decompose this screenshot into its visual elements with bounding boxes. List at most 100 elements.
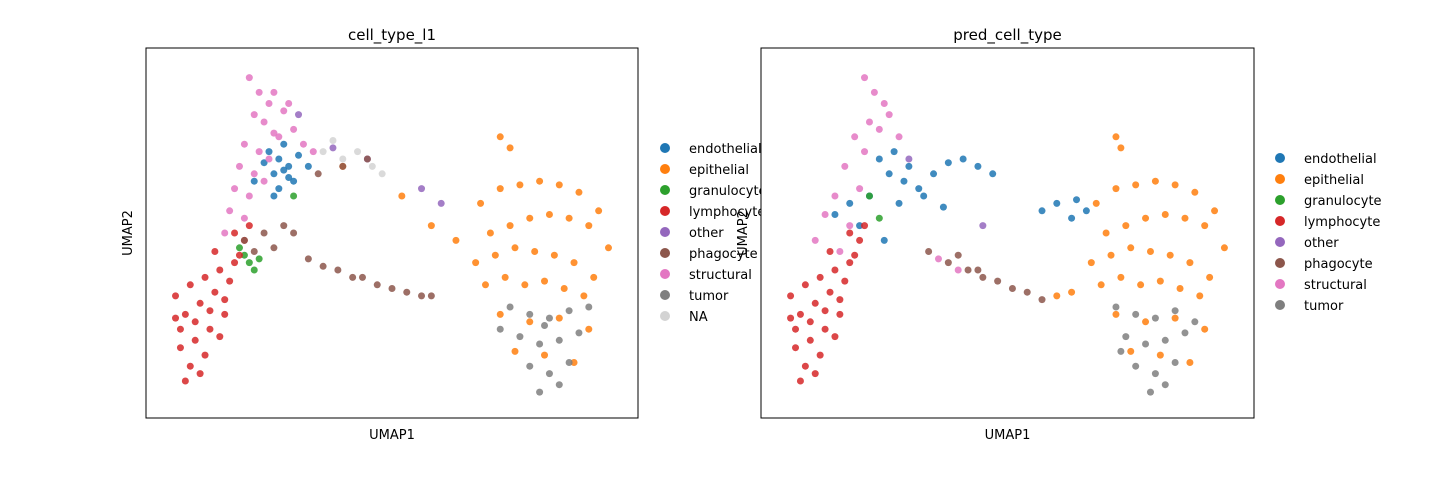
cell-point xyxy=(245,259,253,267)
cell-point xyxy=(526,310,534,318)
cell-point xyxy=(787,292,795,300)
cell-point xyxy=(920,192,928,200)
legend-marker xyxy=(660,290,670,300)
cell-point xyxy=(1073,196,1081,204)
cell-point xyxy=(1132,362,1140,370)
cell-point xyxy=(516,333,524,341)
cell-point xyxy=(260,118,268,126)
cell-point xyxy=(1146,248,1154,255)
cell-point xyxy=(270,129,278,137)
cell-point xyxy=(1008,285,1016,292)
cell-point xyxy=(811,370,819,378)
cell-point xyxy=(334,266,342,274)
cell-point xyxy=(521,281,529,289)
cell-point xyxy=(516,181,524,189)
cell-point xyxy=(270,170,278,178)
cell-point xyxy=(555,181,563,189)
cell-point xyxy=(290,177,298,185)
cell-point xyxy=(280,140,288,148)
legend-label: other xyxy=(1304,236,1339,251)
cell-point xyxy=(196,299,204,307)
cell-point xyxy=(875,214,883,222)
cell-point xyxy=(934,255,942,263)
cell-point xyxy=(1107,251,1115,259)
cell-point xyxy=(821,211,829,218)
cell-point xyxy=(226,207,234,215)
cell-point xyxy=(265,155,273,163)
cell-point xyxy=(1112,310,1120,318)
cell-point xyxy=(930,170,938,178)
cell-point xyxy=(221,229,229,237)
cell-point xyxy=(974,266,982,274)
cell-point xyxy=(481,281,489,289)
cell-point xyxy=(570,259,578,267)
cell-point xyxy=(1142,214,1150,222)
chart-title: cell_type_l1 xyxy=(348,26,436,45)
cell-point xyxy=(1117,144,1125,152)
cell-point xyxy=(1023,288,1031,296)
legend-label: phagocyte xyxy=(1304,257,1373,272)
cell-point xyxy=(201,273,209,281)
cell-point xyxy=(496,133,504,141)
cell-point xyxy=(885,111,893,119)
x-axis-label: UMAP1 xyxy=(985,428,1031,443)
cell-point xyxy=(1112,185,1120,193)
plot-area xyxy=(146,48,638,418)
cell-point xyxy=(250,170,258,178)
cell-point xyxy=(1137,281,1145,289)
cell-point xyxy=(295,151,303,159)
cell-point xyxy=(1166,251,1174,259)
cell-point xyxy=(895,133,903,141)
legend-label: epithelial xyxy=(689,163,749,178)
cell-point xyxy=(216,266,224,274)
y-axis-label: UMAP2 xyxy=(121,210,136,256)
cell-point xyxy=(186,362,194,370)
cell-point xyxy=(1206,273,1214,281)
cell-point xyxy=(250,248,258,255)
cell-point xyxy=(954,266,962,274)
cell-point xyxy=(806,336,814,344)
cell-point xyxy=(836,296,844,304)
cell-point xyxy=(486,229,494,237)
cell-point xyxy=(1151,370,1159,378)
legend-marker xyxy=(1275,258,1285,268)
cell-point xyxy=(974,162,982,170)
cell-point xyxy=(1191,318,1199,326)
cell-point xyxy=(354,148,362,156)
cell-point xyxy=(1151,314,1159,322)
cell-point xyxy=(250,266,258,274)
cell-point xyxy=(526,318,534,326)
cell-point xyxy=(231,229,239,237)
cell-point xyxy=(265,100,273,107)
cell-point xyxy=(865,118,873,126)
cell-point xyxy=(1146,388,1154,396)
cell-point xyxy=(1132,181,1140,189)
cell-point xyxy=(314,170,322,178)
cell-point xyxy=(255,88,263,96)
cell-point xyxy=(526,362,534,370)
cell-point xyxy=(1127,347,1135,355)
cell-point xyxy=(339,162,347,170)
cell-point xyxy=(285,162,293,170)
cell-point xyxy=(280,222,288,230)
cell-point xyxy=(285,100,293,107)
cell-point xyxy=(1156,351,1164,359)
cell-point xyxy=(1122,333,1130,341)
cell-point xyxy=(231,259,239,267)
cell-point xyxy=(531,248,539,255)
cell-point xyxy=(821,325,829,333)
cell-point xyxy=(206,307,214,315)
legend-label: other xyxy=(689,226,724,241)
cell-point xyxy=(285,174,293,181)
cell-point xyxy=(890,148,898,156)
cell-point xyxy=(398,192,406,200)
cell-point xyxy=(994,277,1002,285)
plot-area xyxy=(761,48,1254,418)
cell-point xyxy=(319,262,327,270)
cell-point xyxy=(1038,296,1046,304)
cell-point xyxy=(590,273,598,281)
legend-marker xyxy=(1275,300,1285,310)
cell-point xyxy=(437,199,445,207)
cell-point xyxy=(245,192,253,200)
cell-point xyxy=(792,344,800,352)
